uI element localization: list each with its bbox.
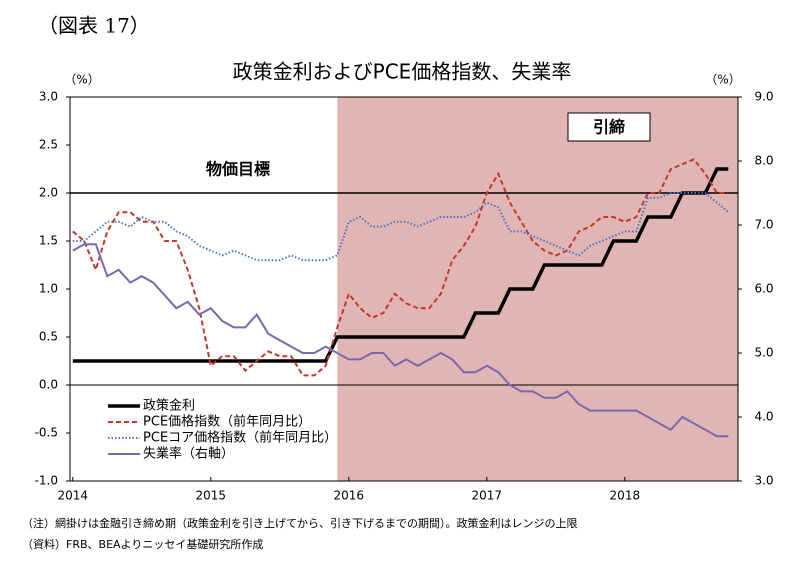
x-tick-label: 2016 [334,489,365,503]
series-line [72,158,729,377]
y2-unit: （%） [705,73,740,87]
y-tick-label: 1.5 [39,234,58,248]
y-tick-label: 0.5 [39,330,58,344]
y-tick-label: 2.5 [39,138,58,152]
series-line [72,192,729,262]
y2-tick-label: 8.0 [754,154,773,168]
y2-tick-label: 4.0 [754,410,773,424]
x-tick-label: 2018 [610,489,641,503]
series-line [72,167,729,363]
y-tick-label: 0.0 [39,378,58,392]
legend-label: 政策金利 [143,398,195,414]
y2-tick-label: 7.0 [754,218,773,232]
note: （注）網掛けは金融引き締め期（政策金利を引き上げてから、引き下げるまでの期間）。… [22,516,578,530]
target-label: 物価目標 [206,160,270,179]
y2-tick-label: 9.0 [754,90,773,104]
y-tick-label: 2.0 [39,186,58,200]
shaded-region [337,97,738,481]
note: （資料）FRB、BEAよりニッセイ基礎研究所作成 [22,537,263,551]
chart-title: 政策金利およびPCE価格指数、失業率 [233,60,572,84]
legend-label: PCE価格指数（前年同月比） [143,414,311,430]
y2-tick-label: 3.0 [754,474,773,488]
shade-label: 引締 [593,118,625,137]
x-tick-label: 2017 [472,489,503,503]
legend-label: 失業率（右軸） [143,446,234,462]
series-line [72,243,729,438]
y-tick-label: -0.5 [35,426,58,440]
legend-label: PCEコア価格指数（前年同月比） [143,430,337,446]
y2-tick-label: 5.0 [754,346,773,360]
x-tick-label: 2015 [196,489,227,503]
y2-tick-label: 6.0 [754,282,773,296]
shade-label-box [567,112,651,142]
y-tick-label: -1.0 [35,474,58,488]
figure-label: （図表 17） [38,14,150,38]
y-tick-label: 3.0 [39,90,58,104]
y-unit: （%） [64,73,99,87]
y-tick-label: 1.0 [39,282,58,296]
x-tick-label: 2014 [57,489,88,503]
